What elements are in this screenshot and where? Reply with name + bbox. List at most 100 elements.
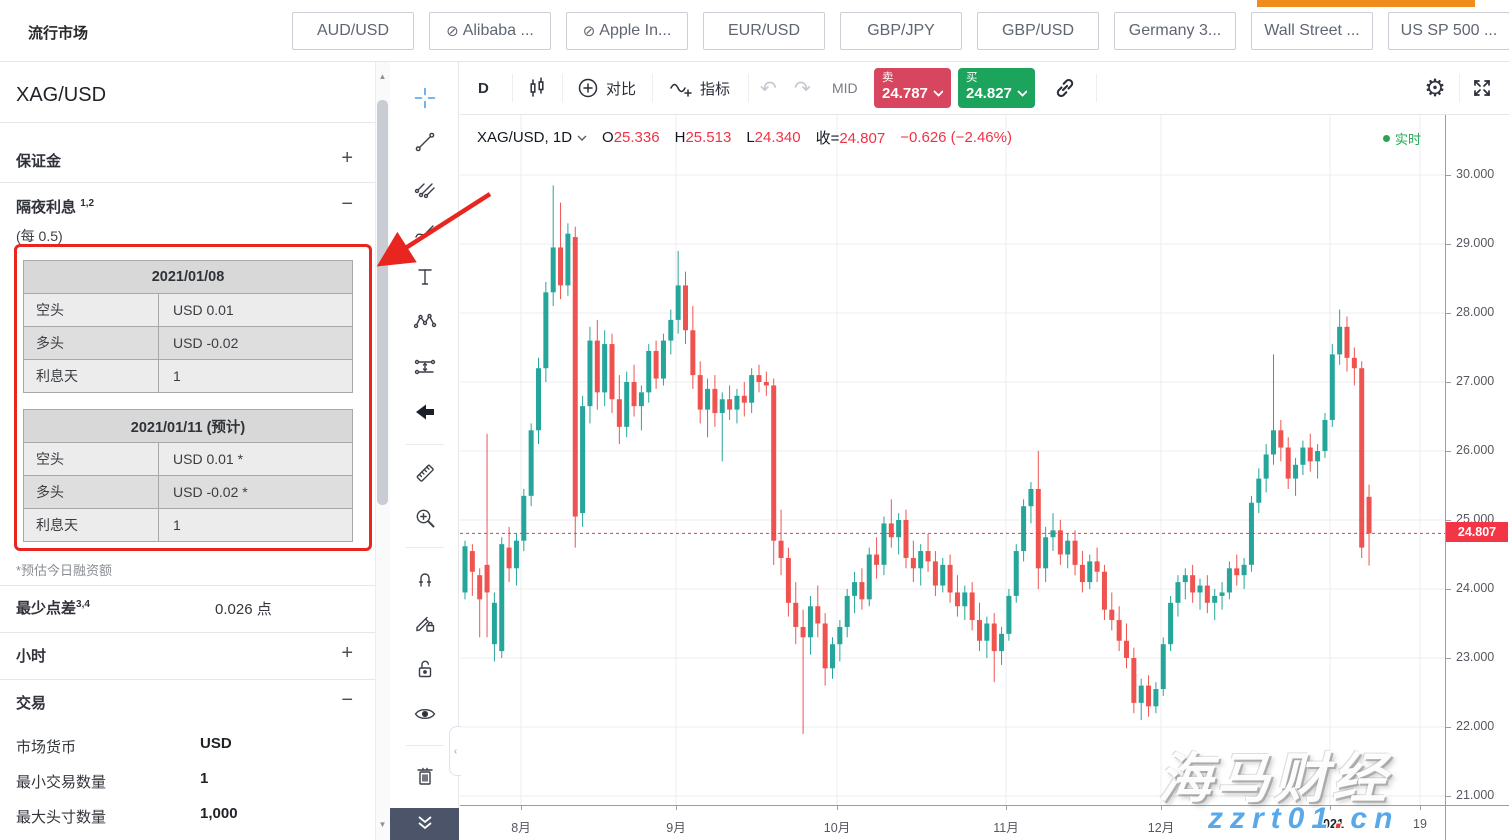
market-tab-us-sp500[interactable]: US SP 500 ... [1388,12,1509,50]
indicators-button[interactable]: 指标 [668,62,730,114]
link-account-button[interactable] [1052,62,1078,114]
candle [1050,530,1056,538]
candle [815,606,821,624]
projection-tool-icon[interactable] [410,352,440,382]
market-tab-germany30[interactable]: Germany 3... [1114,12,1236,50]
xabcd-pattern-tool-icon[interactable] [410,306,440,336]
candle [499,544,505,652]
divider [652,74,653,102]
market-tab-aud-usd[interactable]: AUD/USD [292,12,414,50]
candle [705,388,711,410]
realtime-status: 实时 [1383,129,1421,148]
candle [1182,575,1188,583]
buy-price: 24.827 [966,84,1012,102]
candle [1197,585,1203,593]
table-row: 空头 USD 0.01 [23,293,353,327]
market-tab-eur-usd[interactable]: EUR/USD [703,12,825,50]
compare-button[interactable]: 对比 [576,62,636,114]
candle [697,375,703,410]
table-row: 多头 USD -0.02 * [23,475,353,509]
divider [406,745,444,746]
double-chevron-down-icon [417,816,432,830]
scroll-down-icon[interactable]: ▼ [378,820,387,829]
candle [830,644,835,669]
hours-expand-button[interactable]: + [341,642,353,664]
chart-style-button[interactable] [524,62,550,114]
candle [624,382,630,427]
market-tab-apple[interactable]: ⊘ Apple In... [566,12,688,50]
toolbar-collapse-handle[interactable]: ‹ [449,726,461,776]
time-axis[interactable]: 8月 9月 10月 11月 12月 2021 19 [460,805,1509,840]
candle [1351,357,1357,369]
trend-line-tool-icon[interactable] [410,127,440,157]
footnote-ref: 3,4 [76,599,90,610]
magnet-tool-icon[interactable] [410,563,440,593]
candlestick-chart[interactable] [460,115,1445,805]
market-tab-gbp-jpy[interactable]: GBP/JPY [840,12,962,50]
price-tick [1446,313,1451,314]
price-tick [1446,451,1451,452]
fullscreen-button[interactable] [1464,62,1500,114]
candle [1234,568,1240,576]
interval-button[interactable]: D [478,79,489,97]
text-tool-icon[interactable] [410,262,440,292]
min-spread-value: 0.026 点 [215,601,272,618]
candle [727,399,733,410]
scroll-up-icon[interactable]: ▲ [378,72,387,81]
hide-drawings-eye-icon[interactable] [410,699,440,729]
measure-tool-icon[interactable] [410,458,440,488]
chart-settings-gear-icon[interactable]: ⚙ [1424,74,1446,102]
redo-button[interactable]: ↷ [794,77,811,100]
overnight-collapse-button[interactable]: − [341,193,353,215]
candle [1212,595,1218,603]
scrollbar-thumb[interactable] [377,100,388,505]
divider [0,632,375,633]
sell-price: 24.787 [882,84,928,102]
delete-drawings-trash-icon[interactable] [410,761,440,791]
market-currency-value: USD [200,735,232,752]
candle [594,340,600,393]
pitchfork-tool-icon[interactable] [410,173,440,203]
candle [991,623,997,652]
market-currency-label: 市场货币 [16,739,77,756]
candle [925,551,931,562]
candle [896,520,902,538]
margin-expand-button[interactable]: + [341,147,353,169]
price-axis[interactable]: 30.000 29.000 28.000 27.000 26.000 25.000 24.0… [1446,115,1509,805]
instrument-info-panel: XAG/USD 保证金 + 隔夜利息 1,2 − (每 0.5) 2021/01… [0,62,375,840]
time-tick [676,805,677,810]
candle [668,319,674,341]
candlestick-icon [530,77,544,97]
market-tab-alibaba[interactable]: ⊘ Alibaba ... [429,12,551,50]
arrow-tool-icon[interactable] [410,397,440,427]
mid-price-mode-label[interactable]: MID [832,80,858,96]
candle [572,237,578,517]
collapse-toolbar-button[interactable] [390,808,459,840]
candle [969,592,975,621]
market-tab-wall-street[interactable]: Wall Street ... [1251,12,1373,50]
zoom-in-tool-icon[interactable] [410,503,440,533]
buy-button[interactable]: 买 24.827 [958,68,1035,108]
crosshair-tool-icon[interactable] [410,83,440,113]
candle [844,595,850,627]
market-tab-gbp-usd[interactable]: GBP/USD [977,12,1099,50]
candle [962,592,968,607]
market-closed-icon: ⊘ [582,23,596,40]
lock-all-tool-icon[interactable] [410,654,440,684]
table-row: 利息天 1 [23,508,353,542]
candle [1226,568,1232,593]
symbol-interval-selector[interactable]: XAG/USD, 1D [477,129,587,146]
candle [741,395,747,403]
candle [874,554,880,565]
sell-button[interactable]: 卖 24.787 [874,68,951,108]
candle [1116,620,1122,641]
candle [602,344,608,393]
divider [0,585,375,586]
brush-tool-icon[interactable] [410,218,440,248]
trading-collapse-button[interactable]: − [341,689,353,711]
candle [785,557,791,603]
market-tabs: AUD/USD ⊘ Alibaba ... ⊘ Apple In... EUR/US… [292,12,1509,50]
undo-button[interactable]: ↶ [760,77,777,100]
drawing-lock-tool-icon[interactable] [410,608,440,638]
